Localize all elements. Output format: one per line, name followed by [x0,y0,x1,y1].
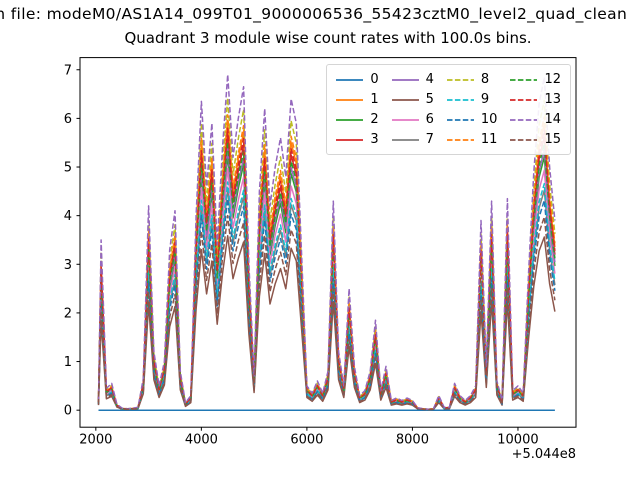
legend-label: 6 [425,112,434,127]
legend-label: 0 [370,72,379,87]
legend-line-sample [510,119,538,121]
y-tick-label: 5 [64,161,72,176]
legend-line-sample [391,139,419,141]
y-tick-label: 4 [64,209,72,224]
legend-line-sample [510,99,538,101]
legend-entry-4: 4 [391,70,434,90]
legend-entry-5: 5 [391,90,434,110]
legend-line-sample [446,139,474,141]
legend-entry-2: 2 [336,110,379,130]
legend-label: 11 [480,132,498,147]
y-tick-label: 6 [64,112,72,127]
figure-suptitle: m file: modeM0/AS1A14_099T01_9000006536_… [0,5,628,23]
legend-entry-0: 0 [336,70,379,90]
legend-entry-14: 14 [510,110,561,130]
axes-spines [79,57,577,428]
series-line-10 [97,198,556,411]
legend-label: 8 [480,72,490,87]
x-tick-label: 4000 [185,433,218,448]
legend-line-sample [336,99,364,101]
legend-label: 5 [425,92,434,107]
legend-entry-15: 15 [510,130,561,150]
series-line-13 [97,127,556,411]
legend-entry-8: 8 [446,70,498,90]
legend-label: 15 [544,132,561,147]
legend-label: 3 [370,132,379,147]
x-axis-offset-label: +5.044e8 [511,447,576,462]
legend-line-sample [391,99,419,101]
legend-label: 12 [544,72,561,87]
legend-entry-1: 1 [336,90,379,110]
legend-line-sample [446,119,474,121]
axes-title: Quadrant 3 module wise count rates with … [124,29,532,47]
x-tick-label: 6000 [290,433,323,448]
legend: 0 1 2 3 4 5 6 7 8 9 10 11 12 13 14 15 [326,64,571,155]
series-line-14 [97,73,556,410]
legend-entry-7: 7 [391,130,434,150]
legend-label: 14 [544,112,561,127]
legend-line-sample [336,79,364,81]
legend-line-sample [336,119,364,121]
x-tick-label: 8000 [396,433,429,448]
x-tick-label: 10000 [497,433,538,448]
y-tick-label: 0 [64,404,72,419]
legend-entry-12: 12 [510,70,561,90]
legend-line-sample [391,79,419,81]
legend-line-sample [336,139,364,141]
series-line-15 [97,214,556,411]
legend-line-sample [446,79,474,81]
x-tick-label: 2000 [79,433,112,448]
legend-entry-11: 11 [446,130,498,150]
legend-label: 1 [370,92,379,107]
legend-line-sample [391,119,419,121]
legend-label: 7 [425,132,434,147]
legend-label: 10 [480,112,498,127]
legend-entry-13: 13 [510,90,561,110]
legend-label: 4 [425,72,434,87]
y-tick-label: 3 [64,258,72,273]
legend-line-sample [510,79,538,81]
y-tick-label: 2 [64,306,72,321]
legend-label: 9 [480,92,490,107]
legend-line-sample [446,99,474,101]
y-tick-label: 1 [64,355,72,370]
legend-label: 13 [544,92,561,107]
legend-line-sample [510,139,538,141]
legend-entry-3: 3 [336,130,379,150]
legend-entry-9: 9 [446,90,498,110]
legend-entry-6: 6 [391,110,434,130]
y-tick-label: 7 [64,63,72,78]
legend-label: 2 [370,112,379,127]
legend-entry-10: 10 [446,110,498,130]
